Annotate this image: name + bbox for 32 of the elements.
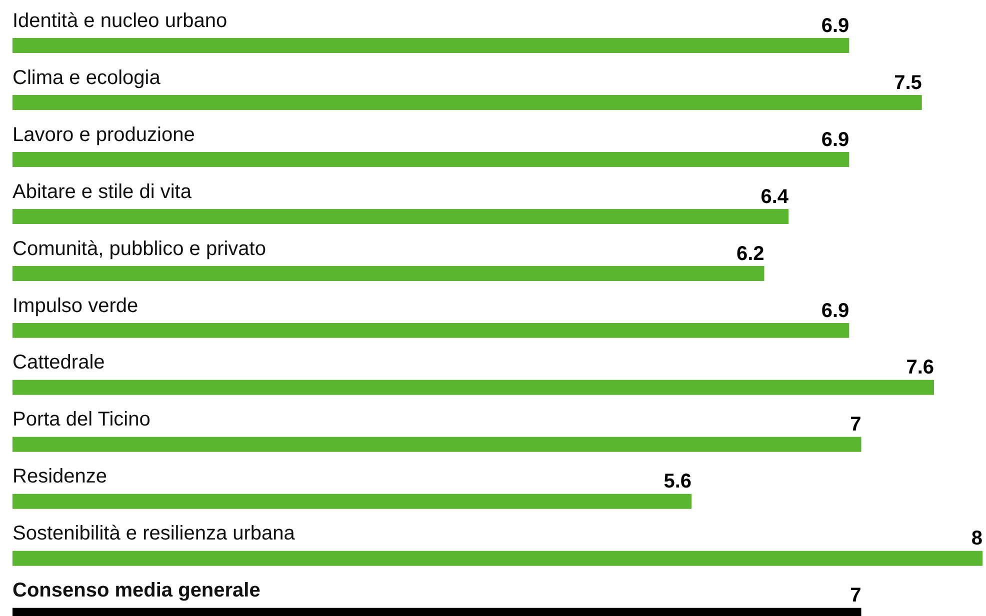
data-label: 6.4 bbox=[760, 186, 790, 208]
bar bbox=[12, 494, 692, 509]
data-label: 6.9 bbox=[821, 128, 850, 151]
data-label: 6.2 bbox=[736, 242, 764, 265]
data-label: 5.6 bbox=[664, 470, 692, 493]
data-label: 6.9 bbox=[821, 300, 850, 322]
y-tick-label: Cattedrale bbox=[12, 352, 105, 374]
y-tick-label: Consenso media generale bbox=[12, 580, 260, 602]
y-tick-label: Sostenibilità e resilienza urbana bbox=[12, 522, 296, 545]
bar bbox=[12, 208, 788, 224]
data-label: 7 bbox=[850, 414, 862, 436]
bar bbox=[12, 38, 850, 54]
bar bbox=[12, 152, 850, 167]
bar bbox=[12, 266, 764, 281]
y-tick-label: Impulso verde bbox=[12, 294, 138, 317]
data-label: 7 bbox=[850, 584, 862, 607]
y-tick-label: Lavoro e produzione bbox=[12, 124, 195, 146]
y-tick-label: Identità e nucleo urbano bbox=[12, 10, 228, 32]
bar bbox=[12, 436, 862, 452]
data-label: 7.6 bbox=[906, 356, 934, 379]
y-tick-label: Porta del Ticino bbox=[12, 408, 150, 431]
y-tick-label: Comunità, pubblico e privato bbox=[12, 238, 266, 260]
data-label: 6.9 bbox=[821, 14, 850, 37]
data-label: 8 bbox=[971, 528, 982, 550]
y-tick-label: Abitare e stile di vita bbox=[12, 180, 192, 203]
y-tick-label: Residenze bbox=[12, 466, 108, 488]
bar bbox=[12, 550, 982, 566]
bar bbox=[12, 380, 934, 395]
bar bbox=[12, 322, 850, 338]
data-label: 7.5 bbox=[894, 72, 922, 94]
bar bbox=[12, 95, 922, 110]
y-tick-label: Clima e ecologia bbox=[12, 66, 162, 89]
